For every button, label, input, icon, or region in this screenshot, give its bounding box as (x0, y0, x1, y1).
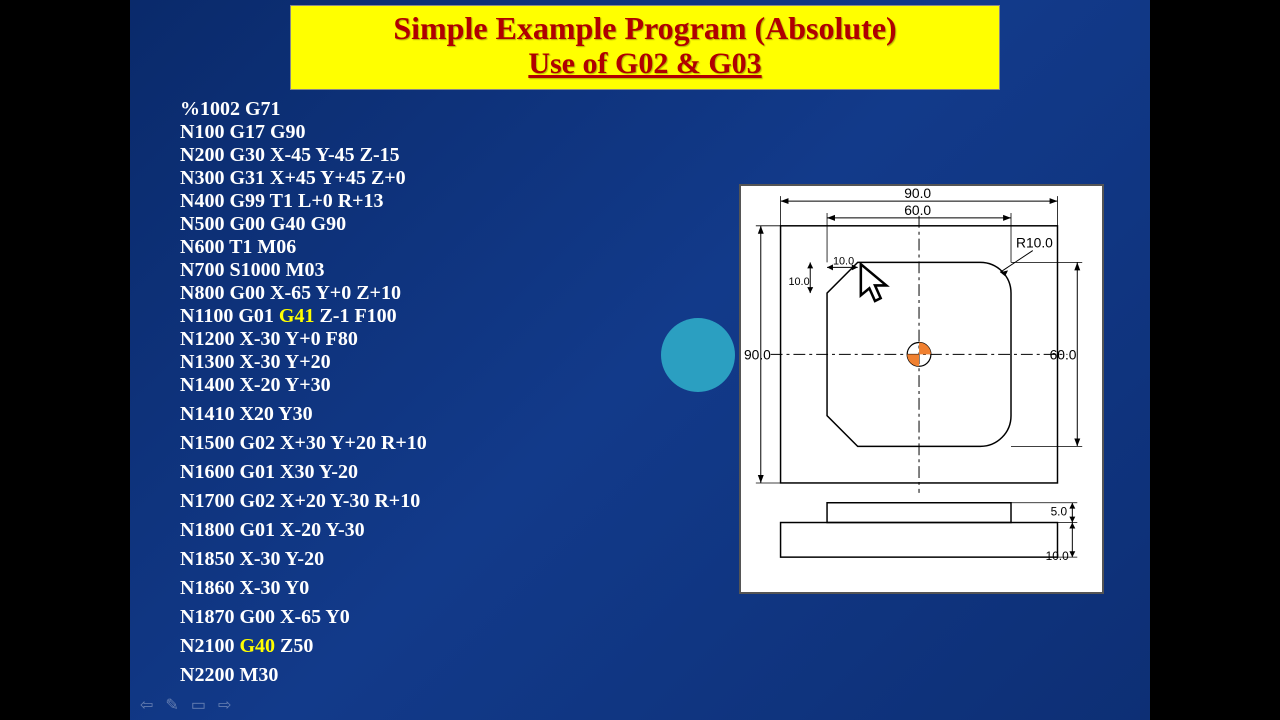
tool-circle (661, 318, 735, 392)
dim-w90: 90.0 (904, 186, 931, 201)
menu-icon[interactable]: ▭ (191, 695, 206, 715)
title-subtitle: Use of G02 & G03 (291, 47, 999, 81)
technical-drawing: 90.0 60.0 90.0 60.0 (739, 184, 1104, 594)
slide-nav-controls[interactable]: ⇦ ✎ ▭ ⇨ (140, 695, 231, 715)
pen-icon[interactable]: ✎ (165, 695, 178, 715)
prev-icon[interactable]: ⇦ (140, 695, 153, 715)
dim-w60: 60.0 (904, 202, 931, 218)
dim-chamfer-h: 10.0 (833, 255, 854, 267)
title-box: Simple Example Program (Absolute) Use of… (290, 5, 1000, 90)
dim-h60: 60.0 (1050, 346, 1077, 362)
next-icon[interactable]: ⇨ (218, 695, 231, 715)
gcode-program: %1002 G71 N100 G17 G90 N200 G30 X-45 Y-4… (180, 98, 427, 687)
title-main: Simple Example Program (Absolute) (291, 10, 999, 47)
dim-s10: 10.0 (1046, 549, 1069, 563)
dim-chamfer-v: 10.0 (788, 276, 809, 288)
slide-background: Simple Example Program (Absolute) Use of… (130, 0, 1150, 720)
dim-r10: R10.0 (1016, 235, 1053, 251)
dim-s5: 5.0 (1051, 505, 1068, 519)
dim-h90: 90.0 (744, 346, 771, 362)
